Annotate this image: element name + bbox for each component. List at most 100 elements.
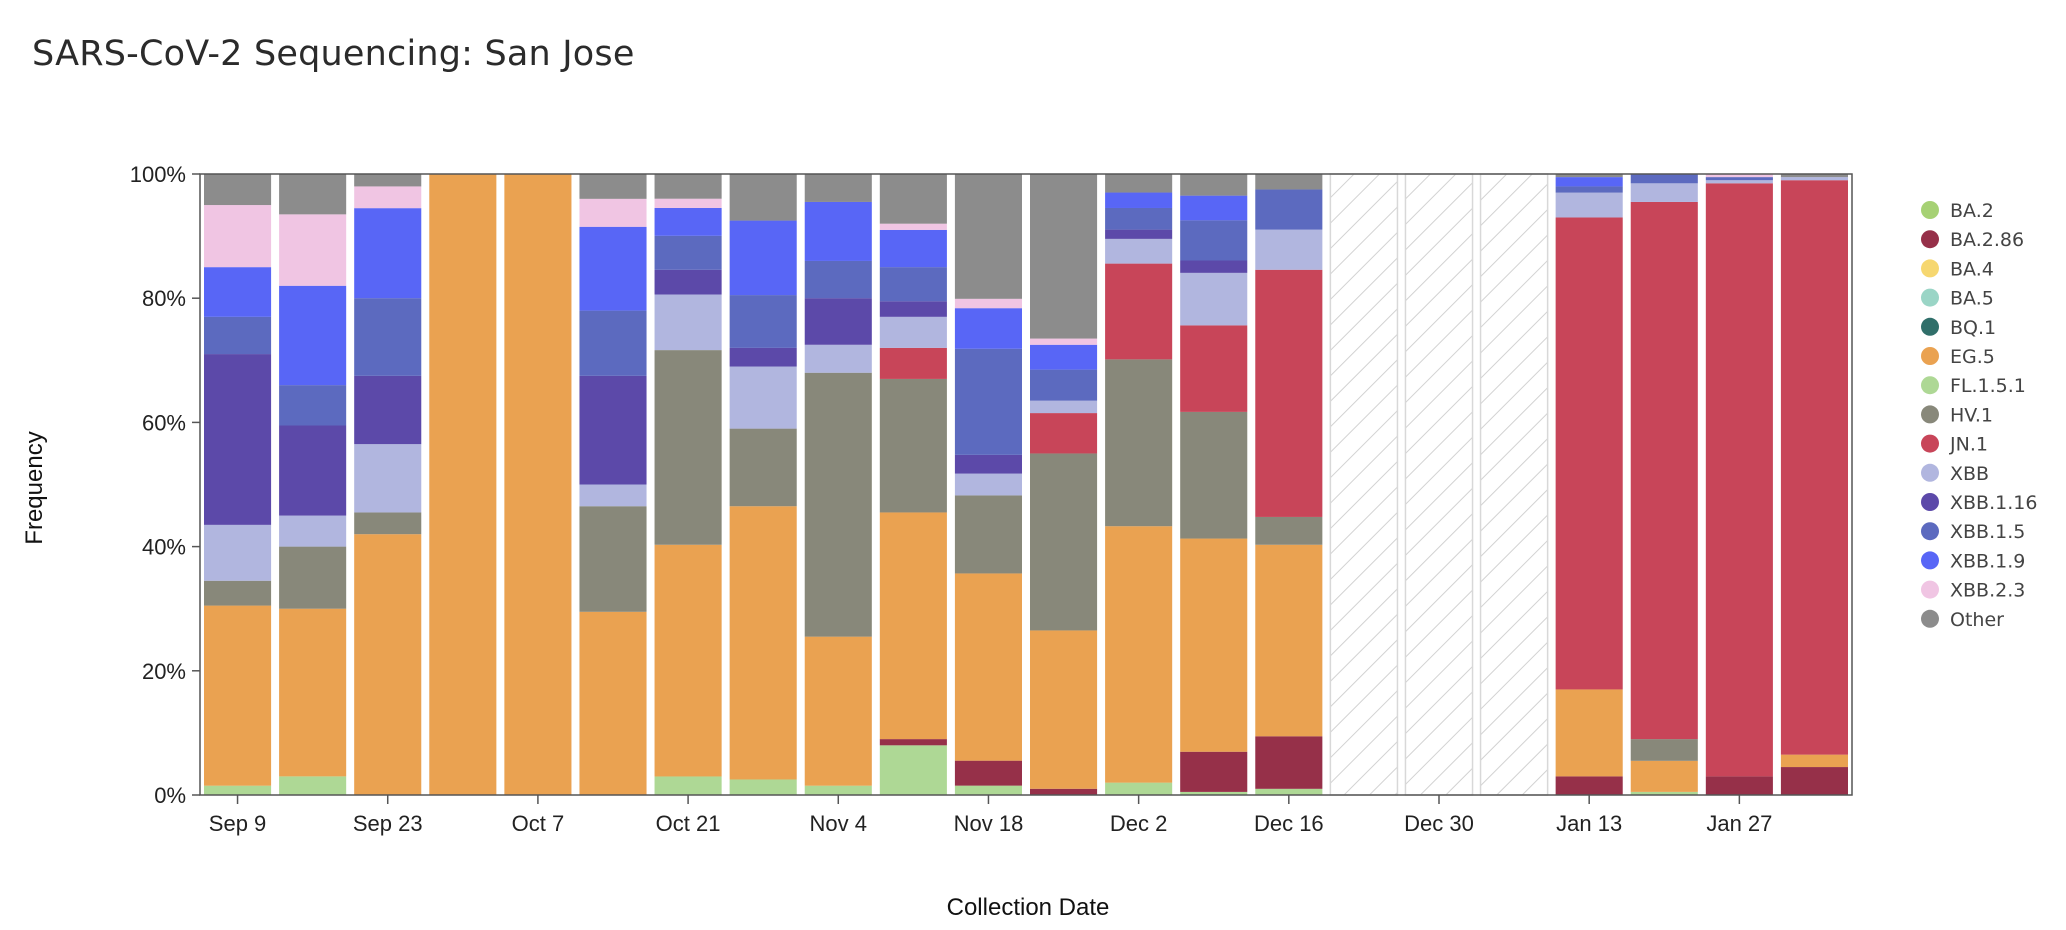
bar-segment-xbb[interactable] [954, 473, 1022, 496]
bar-segment-jn-1[interactable] [1105, 263, 1173, 360]
bar-segment-fl-1-5-1[interactable] [204, 785, 272, 795]
bar-segment-xbb-1-16[interactable] [354, 375, 422, 445]
bar-segment-xbb-2-3[interactable] [204, 205, 272, 268]
bar-segment-xbb-1-16[interactable] [729, 347, 797, 367]
legend-item-ba-2-86[interactable]: BA.2.86 [1921, 229, 2024, 251]
bar-segment-eg-5[interactable] [204, 605, 272, 786]
bar-segment-xbb[interactable] [1105, 238, 1173, 264]
bar-segment-ba-2-86[interactable] [1030, 788, 1098, 795]
bar-segment-hv-1[interactable] [1255, 516, 1323, 545]
bar-segment-xbb-1-5[interactable] [579, 310, 647, 376]
bar-segment-xbb[interactable] [1705, 180, 1773, 184]
bar-segment-other[interactable] [1180, 174, 1248, 196]
bar-segment-hv-1[interactable] [1630, 739, 1698, 761]
bar-segment-eg-5[interactable] [1780, 754, 1848, 768]
bar-segment-other[interactable] [1555, 174, 1623, 178]
bar-segment-xbb-1-9[interactable] [729, 220, 797, 296]
bar-segment-hv-1[interactable] [654, 350, 722, 545]
bar-segment-hv-1[interactable] [1180, 411, 1248, 539]
bar-segment-ba-2-86[interactable] [1780, 767, 1848, 795]
bar-segment-fl-1-5-1[interactable] [279, 776, 347, 795]
bar-segment-xbb-1-9[interactable] [579, 226, 647, 311]
bar-segment-xbb-2-3[interactable] [579, 198, 647, 227]
bar-segment-hv-1[interactable] [954, 495, 1022, 574]
legend-item-xbb-2-3[interactable]: XBB.2.3 [1921, 580, 2025, 602]
bar-segment-xbb-1-5[interactable] [879, 267, 947, 302]
bar-segment-ba-2-86[interactable] [1705, 776, 1773, 795]
bar-segment-xbb-2-3[interactable] [279, 214, 347, 286]
bar-segment-fl-1-5-1[interactable] [1255, 788, 1323, 795]
bar-segment-xbb-1-9[interactable] [1105, 192, 1173, 208]
bar-segment-xbb[interactable] [1030, 400, 1098, 414]
bar-segment-xbb[interactable] [279, 515, 347, 547]
bar-segment-eg-5[interactable] [1630, 760, 1698, 792]
legend-item-eg-5[interactable]: EG.5 [1921, 346, 1995, 368]
bar-segment-hv-1[interactable] [729, 428, 797, 507]
bar-segment-fl-1-5-1[interactable] [1105, 782, 1173, 795]
bar-segment-xbb-1-5[interactable] [1255, 189, 1323, 230]
bar-segment-ba-2-86[interactable] [954, 760, 1022, 786]
bar-segment-xbb-1-16[interactable] [279, 425, 347, 516]
bar-segment-xbb-1-5[interactable] [1705, 177, 1773, 181]
bar-segment-xbb-2-3[interactable] [954, 298, 1022, 309]
bar-segment-fl-1-5-1[interactable] [1180, 791, 1248, 795]
bar-segment-eg-5[interactable] [1555, 689, 1623, 777]
bar-segment-xbb-1-9[interactable] [1555, 177, 1623, 187]
bar-segment-hv-1[interactable] [1030, 453, 1098, 631]
bar-segment-fl-1-5-1[interactable] [654, 776, 722, 795]
bar-segment-other[interactable] [1030, 174, 1098, 339]
bar-segment-eg-5[interactable] [654, 544, 722, 777]
bar-segment-xbb-2-3[interactable] [1030, 338, 1098, 345]
bar-segment-hv-1[interactable] [204, 580, 272, 606]
bar-segment-jn-1[interactable] [1705, 183, 1773, 777]
bar-segment-eg-5[interactable] [1105, 526, 1173, 783]
bar-segment-xbb[interactable] [804, 344, 872, 373]
bar-segment-jn-1[interactable] [1630, 201, 1698, 740]
bar-segment-eg-5[interactable] [729, 506, 797, 780]
bar-segment-xbb-1-5[interactable] [354, 298, 422, 376]
bar-segment-xbb[interactable] [654, 294, 722, 351]
bar-segment-hv-1[interactable] [579, 506, 647, 612]
bar-segment-xbb[interactable] [879, 316, 947, 348]
bar-segment-xbb-1-9[interactable] [1180, 195, 1248, 221]
bar-segment-xbb[interactable] [729, 366, 797, 429]
bar-segment-xbb-1-5[interactable] [729, 295, 797, 348]
bar-segment-xbb-1-5[interactable] [804, 260, 872, 299]
bar-segment-xbb[interactable] [1180, 272, 1248, 326]
bar-segment-other[interactable] [1105, 174, 1173, 193]
bar-segment-hv-1[interactable] [279, 546, 347, 609]
bar-segment-xbb-1-5[interactable] [1030, 369, 1098, 401]
bar-segment-eg-5[interactable] [354, 534, 422, 795]
bar-segment-jn-1[interactable] [1255, 269, 1323, 517]
bar-segment-fl-1-5-1[interactable] [954, 785, 1022, 795]
bar-segment-xbb-1-9[interactable] [279, 285, 347, 386]
bar-segment-xbb[interactable] [1780, 177, 1848, 181]
bar-segment-other[interactable] [354, 174, 422, 187]
bar-segment-ba-2-86[interactable] [1180, 751, 1248, 792]
bar-segment-xbb[interactable] [1630, 183, 1698, 202]
bar-segment-xbb-1-16[interactable] [654, 269, 722, 295]
bar-segment-xbb-1-5[interactable] [1105, 207, 1173, 230]
bar-segment-jn-1[interactable] [879, 347, 947, 379]
bar-segment-xbb-1-5[interactable] [279, 385, 347, 426]
legend-item-hv-1[interactable]: HV.1 [1921, 404, 1993, 426]
bar-segment-eg-5[interactable] [504, 174, 572, 795]
bar-segment-eg-5[interactable] [279, 608, 347, 777]
bar-segment-xbb[interactable] [579, 484, 647, 507]
bar-segment-other[interactable] [279, 174, 347, 215]
legend-item-xbb-1-5[interactable]: XBB.1.5 [1921, 521, 2025, 543]
bar-segment-fl-1-5-1[interactable] [1630, 791, 1698, 795]
bar-segment-fl-1-5-1[interactable] [804, 785, 872, 795]
bar-segment-other[interactable] [204, 174, 272, 206]
bar-segment-xbb-1-16[interactable] [804, 298, 872, 345]
legend-item-ba-2[interactable]: BA.2 [1921, 200, 1994, 222]
bar-segment-xbb-1-16[interactable] [879, 301, 947, 317]
legend-item-ba-5[interactable]: BA.5 [1921, 288, 1994, 310]
bar-segment-other[interactable] [804, 174, 872, 202]
bar-segment-xbb-1-16[interactable] [1105, 229, 1173, 239]
bar-segment-eg-5[interactable] [579, 611, 647, 795]
bar-segment-xbb-1-9[interactable] [1030, 344, 1098, 370]
bar-segment-eg-5[interactable] [879, 512, 947, 740]
legend-item-other[interactable]: Other [1921, 609, 2004, 631]
bar-segment-other[interactable] [654, 174, 722, 199]
